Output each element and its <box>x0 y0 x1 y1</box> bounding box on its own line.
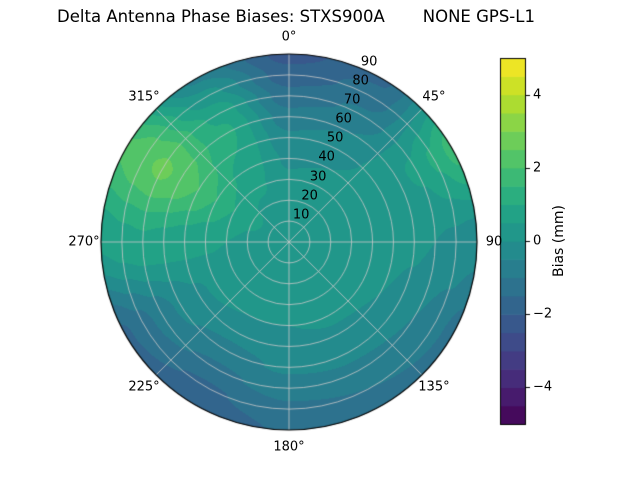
colorbar-tick-label: 0 <box>533 233 542 249</box>
theta-tick-label: 135° <box>418 379 450 395</box>
colorbar-tick-label: 2 <box>533 160 542 176</box>
r-tick-label: 70 <box>343 92 361 108</box>
theta-tick-label: 225° <box>128 379 160 395</box>
r-tick-label: 90 <box>360 54 378 70</box>
theta-tick-label: 0° <box>281 29 297 45</box>
r-tick-label: 20 <box>301 188 318 204</box>
r-tick-label: 50 <box>326 130 344 146</box>
colorbar-tick-label: 4 <box>533 87 542 103</box>
colorbar-axis-label: Bias (mm) <box>551 204 567 278</box>
theta-tick-label: 315° <box>128 89 160 105</box>
theta-tick-label: 180° <box>273 439 305 455</box>
chart-title-dataset: NONE GPS-L1 <box>422 7 535 26</box>
r-tick-label: 80 <box>352 73 369 89</box>
chart-title-main: Delta Antenna Phase Biases: STXS900A <box>57 7 385 26</box>
theta-tick-label: 270° <box>68 234 100 250</box>
r-tick-label: 60 <box>335 111 352 127</box>
colorbar-tick-label: −2 <box>533 306 553 322</box>
colorbar-tick-label: −4 <box>533 379 553 395</box>
chart-title: Delta Antenna Phase Biases: STXS900A NON… <box>0 7 592 26</box>
r-tick-label: 30 <box>309 169 327 185</box>
theta-tick-label: 90 <box>485 234 503 250</box>
r-tick-label: 10 <box>292 207 310 223</box>
r-tick-label: 40 <box>318 149 335 165</box>
theta-tick-label: 45° <box>422 89 446 105</box>
